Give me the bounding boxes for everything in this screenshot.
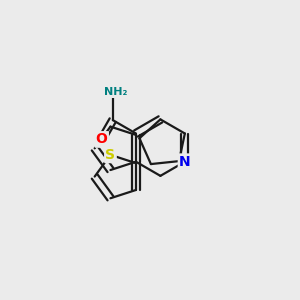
Text: N: N [179, 155, 191, 169]
Text: O: O [96, 132, 108, 146]
Text: S: S [105, 148, 116, 162]
Text: NH₂: NH₂ [104, 87, 128, 97]
